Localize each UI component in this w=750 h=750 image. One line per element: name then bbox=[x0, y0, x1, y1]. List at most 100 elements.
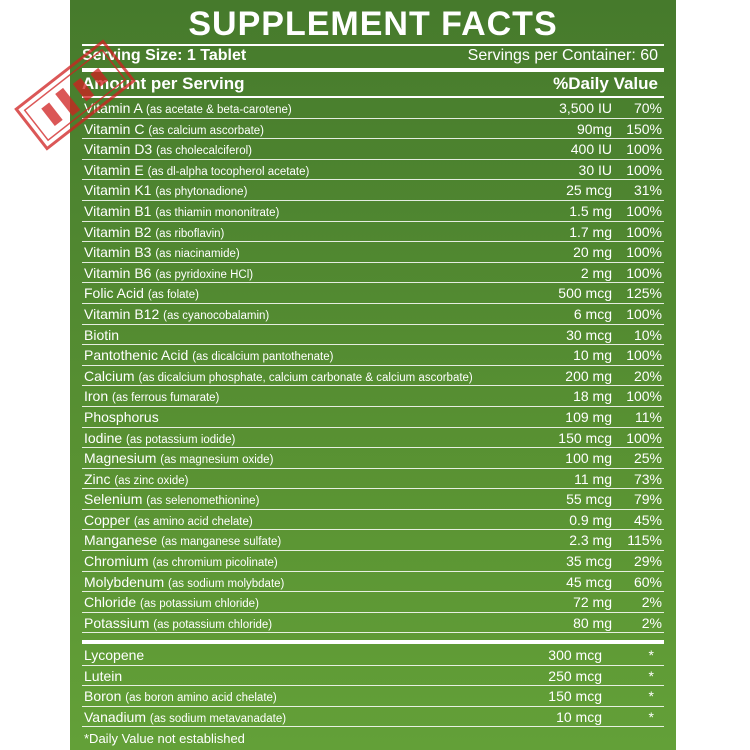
nutrient-name: Biotin bbox=[84, 326, 120, 343]
nutrient-name: Vitamin B12 bbox=[84, 305, 160, 322]
nutrient-source: (as potassium chloride) bbox=[140, 598, 259, 611]
nutrient-name-cell: Folic Acid (as folate) bbox=[84, 283, 199, 306]
nutrient-row: Manganese (as manganese sulfate) 2.3 mg 11… bbox=[82, 530, 664, 553]
nutrient-daily-value: 60% bbox=[633, 573, 662, 590]
nutrient-name: Iodine bbox=[84, 429, 123, 446]
nutrient-name: Folic Acid bbox=[84, 285, 144, 302]
nutrient-daily-value: 100% bbox=[626, 305, 662, 322]
nutrient-name: Vitamin B3 bbox=[84, 244, 152, 261]
nutrient-daily-value: 31% bbox=[633, 182, 662, 199]
nutrient-daily-value: 29% bbox=[633, 553, 662, 570]
nutrient-source: (as potassium iodide) bbox=[126, 433, 236, 446]
nutrient-row: Molybdenum (as sodium molybdate) 45 mcg 60… bbox=[82, 572, 664, 593]
nutrient-name: Calcium bbox=[84, 367, 135, 384]
nutrient-name-cell: Boron (as boron amino acid chelate) bbox=[84, 686, 277, 709]
nutrient-row: Vitamin E (as dl-alpha tocopherol acetat… bbox=[82, 160, 664, 181]
nutrient-name: Pantothenic Acid bbox=[84, 347, 189, 364]
nutrient-source: (as phytonadione) bbox=[155, 186, 248, 199]
nutrient-name-cell: Vitamin B6 (as pyridoxine HCl) bbox=[84, 263, 253, 286]
nutrient-name-cell: Vitamin B12 (as cyanocobalamin) bbox=[84, 304, 269, 327]
nutrient-name-cell: Vanadium (as sodium metavanadate) bbox=[84, 707, 286, 730]
nutrient-name: Manganese bbox=[84, 532, 158, 549]
nutrient-name: Vitamin A bbox=[84, 100, 143, 116]
nutrient-row: Iodine (as potassium iodide) 150 mcg 100% bbox=[82, 428, 664, 449]
nutrient-name-cell: Manganese (as manganese sulfate) bbox=[84, 530, 281, 553]
nutrient-daily-value: 100% bbox=[626, 429, 662, 446]
nutrient-amount: 100 mg bbox=[565, 450, 612, 467]
nutrient-source: (as boron amino acid chelate) bbox=[125, 692, 277, 705]
nutrient-name: Vitamin E bbox=[84, 161, 144, 178]
nutrient-amount: 90mg bbox=[576, 120, 612, 137]
nutrient-source: (as cyanocobalamin) bbox=[163, 309, 270, 322]
nutrient-row: Vitamin B2 (as riboflavin) 1.7 mg 100% bbox=[82, 222, 664, 243]
thick-rule-top bbox=[82, 68, 664, 72]
nutrient-name: Vitamin C bbox=[84, 120, 145, 137]
nutrient-row: Selenium (as selenomethionine) 55 mcg 79% bbox=[82, 489, 664, 510]
nutrient-daily-value: 11% bbox=[635, 408, 662, 425]
nutrient-row: Calcium (as dicalcium phosphate, calcium… bbox=[82, 366, 664, 387]
nutrient-row: Vitamin B12 (as cyanocobalamin) 6 mcg 100% bbox=[82, 304, 664, 325]
serving-size: Serving Size: 1 Tablet bbox=[82, 47, 247, 64]
nutrient-name: Vitamin K1 bbox=[84, 182, 152, 199]
nutrient-name: Vitamin B6 bbox=[84, 264, 152, 281]
nutrient-daily-value: 45% bbox=[633, 511, 662, 528]
nutrient-row: Vitamin A (as acetate & beta-carotene) 3,… bbox=[82, 98, 664, 119]
nutrient-row: Folic Acid (as folate) 500 mcg 125% bbox=[82, 283, 664, 304]
nutrient-row: Magnesium (as magnesium oxide) 100 mg 25% bbox=[82, 448, 664, 469]
nutrient-daily-value: 100% bbox=[626, 347, 662, 364]
servings-per-container: Servings per Container: 60 bbox=[467, 47, 658, 64]
nutrient-name: Zinc bbox=[84, 470, 111, 487]
nutrient-daily-value: * bbox=[648, 667, 654, 684]
nutrient-source: (as manganese sulfate) bbox=[161, 536, 282, 549]
nutrient-source: (as ferrous fumarate) bbox=[112, 392, 220, 405]
nutrient-amount: 6 mcg bbox=[573, 305, 612, 322]
thick-rule-bottom bbox=[82, 640, 664, 644]
nutrient-row: Vitamin B3 (as niacinamide) 20 mg 100% bbox=[82, 242, 664, 263]
nutrient-amount: 45 mcg bbox=[566, 573, 612, 590]
nutrient-source: (as amino acid chelate) bbox=[133, 515, 253, 528]
nutrient-amount: 10 mg bbox=[573, 347, 612, 364]
nutrient-source: (as folate) bbox=[147, 289, 199, 302]
nutrient-source: (as dl-alpha tocopherol acetate) bbox=[147, 165, 310, 178]
nutrient-daily-value: 20% bbox=[633, 367, 662, 384]
nutrient-amount: 2.3 mg bbox=[569, 532, 612, 549]
nutrient-amount: 18 mg bbox=[573, 388, 612, 405]
nutrient-amount: 72 mg bbox=[573, 594, 612, 611]
nutrient-daily-value: 100% bbox=[626, 202, 662, 219]
nutrient-source: (as zinc oxide) bbox=[114, 474, 189, 487]
nutrient-row: Boron (as boron amino acid chelate) 150 m… bbox=[82, 686, 664, 707]
nutrient-source: (as dicalcium phosphate, calcium carbona… bbox=[138, 371, 473, 384]
nutrient-daily-value: * bbox=[648, 688, 654, 705]
nutrient-daily-value: 100% bbox=[626, 141, 662, 158]
nutrient-row: Vanadium (as sodium metavanadate) 10 mcg * bbox=[82, 707, 664, 728]
nutrient-name-cell: Chromium (as chromium picolinate) bbox=[84, 551, 278, 574]
nutrient-daily-value: 100% bbox=[626, 264, 662, 281]
nutrient-row: Pantothenic Acid (as dicalcium pantothen… bbox=[82, 345, 664, 366]
nutrient-source: (as acetate & beta-carotene) bbox=[146, 104, 292, 116]
nutrient-amount: 1.5 mg bbox=[569, 202, 612, 219]
nutrient-name-cell: Vitamin B2 (as riboflavin) bbox=[84, 222, 224, 245]
nutrient-daily-value: 125% bbox=[626, 285, 662, 302]
footnote: *Daily Value not established bbox=[84, 731, 245, 746]
nutrient-amount: 200 mg bbox=[565, 367, 612, 384]
nutrient-source: (as niacinamide) bbox=[155, 248, 240, 261]
nutrient-amount: 11 mg bbox=[574, 470, 612, 487]
nutrient-name-cell: Phosphorus bbox=[84, 407, 159, 430]
nutrient-amount: 109 mg bbox=[565, 408, 612, 425]
nutrient-row: Vitamin B1 (as thiamin mononitrate) 1.5 m… bbox=[82, 201, 664, 222]
nutrient-name: Molybdenum bbox=[84, 573, 165, 590]
nutrient-amount: 25 mcg bbox=[566, 182, 612, 199]
daily-value-header: %Daily Value bbox=[553, 74, 658, 93]
nutrient-name-cell: Potassium (as potassium chloride) bbox=[84, 613, 272, 636]
nutrient-name-cell: Vitamin A (as acetate & beta-carotene) bbox=[84, 98, 292, 121]
nutrient-daily-value: 100% bbox=[626, 388, 662, 405]
nutrient-name-cell: Selenium (as selenomethionine) bbox=[84, 489, 259, 512]
nutrient-name-cell: Zinc (as zinc oxide) bbox=[84, 469, 188, 492]
nutrient-source: (as thiamin mononitrate) bbox=[155, 206, 280, 219]
nutrient-name: Chromium bbox=[84, 553, 149, 570]
nutrient-row: Chromium (as chromium picolinate) 35 mcg 2… bbox=[82, 551, 664, 572]
nutrient-name: Boron bbox=[84, 688, 122, 705]
nutrient-daily-value: 2% bbox=[641, 614, 662, 631]
nutrient-source: (as magnesium oxide) bbox=[160, 454, 274, 467]
nutrient-list: Vitamin A (as acetate & beta-carotene) 3,… bbox=[82, 98, 664, 636]
